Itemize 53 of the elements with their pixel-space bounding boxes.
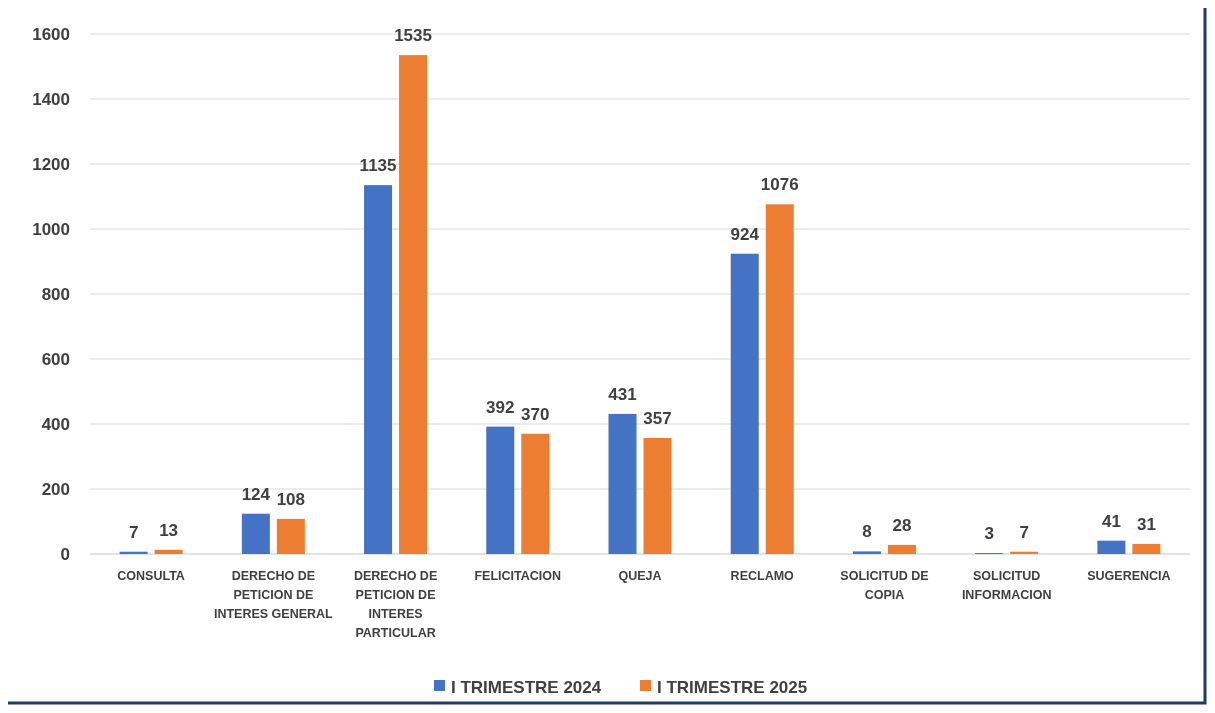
data-label: 1135 — [359, 156, 397, 176]
y-tick-label: 0 — [60, 544, 70, 564]
bar — [643, 437, 672, 554]
legend-label: I TRIMESTRE 2024 — [451, 677, 602, 697]
data-label: 8 — [862, 522, 872, 542]
y-tick-label: 600 — [41, 349, 70, 369]
bar — [154, 549, 183, 554]
data-label: 370 — [521, 404, 550, 424]
bar — [1097, 540, 1126, 554]
legend-label: I TRIMESTRE 2025 — [657, 677, 808, 697]
data-label: 431 — [608, 384, 637, 404]
bar — [852, 551, 881, 554]
x-tick-label: RECLAMO — [730, 569, 795, 583]
data-label: 1535 — [394, 26, 432, 46]
data-label: 13 — [159, 520, 179, 540]
data-label: 108 — [276, 489, 306, 509]
bar — [730, 253, 759, 554]
data-label: 924 — [730, 224, 760, 244]
bar — [608, 413, 637, 554]
data-label: 31 — [1136, 514, 1156, 534]
x-tick-label: FELICITACION — [474, 569, 562, 583]
y-tick-label: 1000 — [32, 219, 70, 239]
y-tick-label: 1600 — [32, 24, 70, 44]
bar — [241, 513, 270, 554]
bar — [276, 518, 305, 554]
y-tick-label: 400 — [41, 414, 70, 434]
data-label: 3 — [984, 524, 994, 544]
bar — [521, 433, 550, 554]
data-label: 1076 — [760, 175, 799, 195]
bar — [1132, 543, 1161, 554]
bar — [364, 185, 393, 554]
y-tick-label: 1200 — [32, 154, 70, 174]
bar — [765, 204, 794, 554]
data-label: 41 — [1101, 511, 1121, 531]
x-tick-label: DERECHO DE PETICION DE INTERES PARTICULAR — [353, 569, 438, 640]
data-label: 392 — [486, 397, 515, 417]
bar — [399, 55, 428, 554]
x-tick-label: QUEJA — [618, 569, 662, 583]
data-label: 7 — [128, 522, 139, 542]
y-tick-label: 1400 — [32, 89, 70, 109]
data-label: 357 — [643, 408, 672, 428]
x-tick-label: SOLICITUD INFORMACION — [961, 569, 1052, 602]
bar — [887, 544, 916, 554]
data-label: 28 — [892, 515, 912, 535]
y-tick-label: 200 — [41, 479, 70, 499]
x-tick-label: SUGERENCIA — [1087, 569, 1171, 583]
bar — [486, 426, 515, 554]
x-tick-label: DERECHO DE PETICION DE INTERES GENERAL — [213, 569, 334, 621]
y-tick-label: 800 — [41, 284, 70, 304]
x-tick-label: CONSULTA — [117, 569, 185, 583]
data-label: 7 — [1019, 522, 1029, 542]
data-label: 124 — [241, 484, 271, 504]
x-tick-label: SOLICITUD DE COPIA — [840, 569, 929, 602]
